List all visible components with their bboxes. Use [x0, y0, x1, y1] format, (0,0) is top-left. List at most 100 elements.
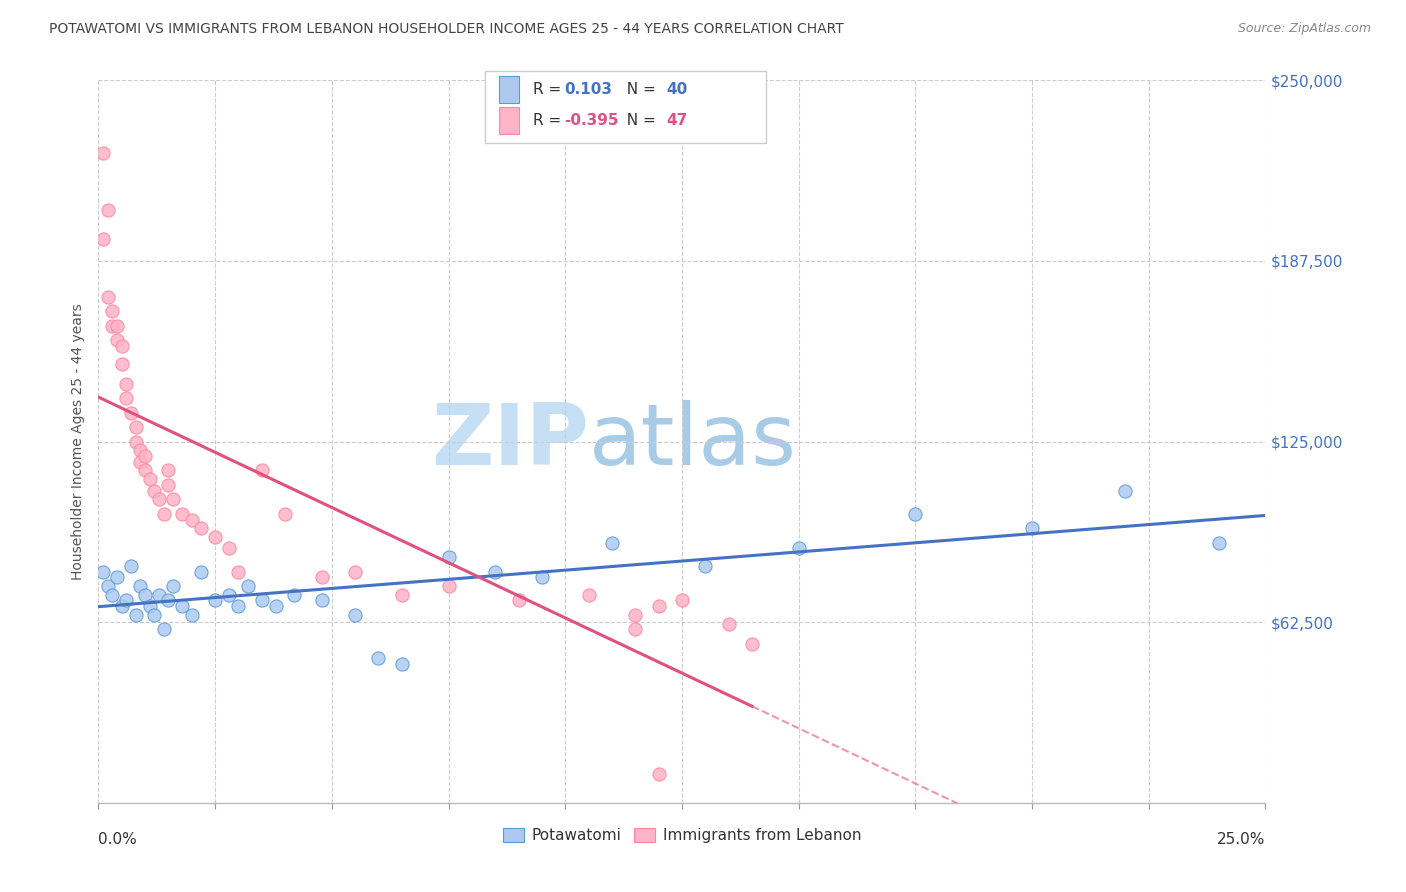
Point [157, 593, 180, 607]
Point [530, 570, 553, 584]
Point [1021, 521, 1043, 535]
Text: 0.0%: 0.0% [98, 831, 138, 847]
Point [190, 521, 212, 535]
Text: 0.103: 0.103 [564, 82, 612, 96]
Point [134, 588, 156, 602]
Point [97, 290, 120, 304]
Point [91, 565, 114, 579]
Point [264, 599, 287, 614]
Point [129, 579, 152, 593]
Text: atlas: atlas [589, 400, 797, 483]
Text: -0.395: -0.395 [564, 113, 619, 128]
Text: R =: R = [533, 82, 567, 96]
Point [129, 443, 152, 458]
Point [787, 541, 810, 556]
Point [148, 492, 170, 507]
Point [741, 637, 763, 651]
Point [115, 391, 138, 405]
Point [600, 535, 623, 549]
Point [250, 463, 273, 477]
Point [311, 570, 333, 584]
Point [101, 318, 124, 333]
Point [162, 579, 184, 593]
Point [143, 607, 166, 622]
Point [236, 579, 259, 593]
Point [437, 579, 460, 593]
Text: N =: N = [617, 113, 661, 128]
Point [101, 304, 124, 318]
Point [190, 565, 212, 579]
Point [437, 550, 460, 565]
Point [105, 334, 128, 348]
Point [695, 558, 717, 573]
Text: 25.0%: 25.0% [1218, 831, 1265, 847]
Text: Source: ZipAtlas.com: Source: ZipAtlas.com [1237, 22, 1371, 36]
Y-axis label: Householder Income Ages 25 - 44 years: Householder Income Ages 25 - 44 years [70, 303, 84, 580]
Point [228, 565, 250, 579]
Point [152, 507, 174, 521]
Point [148, 588, 170, 602]
Point [143, 483, 166, 498]
Text: POTAWATOMI VS IMMIGRANTS FROM LEBANON HOUSEHOLDER INCOME AGES 25 - 44 YEARS CORR: POTAWATOMI VS IMMIGRANTS FROM LEBANON HO… [49, 22, 844, 37]
Point [717, 616, 740, 631]
Point [111, 357, 134, 371]
Point [91, 145, 114, 160]
Legend: Potawatomi, Immigrants from Lebanon: Potawatomi, Immigrants from Lebanon [496, 822, 868, 849]
Point [671, 593, 693, 607]
Point [111, 339, 134, 353]
Point [111, 599, 134, 614]
Point [647, 767, 669, 781]
Point [152, 623, 174, 637]
Point [129, 455, 152, 469]
Point [647, 599, 669, 614]
Point [578, 588, 600, 602]
Point [97, 203, 120, 218]
Point [125, 434, 148, 449]
Point [180, 512, 202, 526]
Point [172, 599, 194, 614]
Point [283, 588, 305, 602]
Text: R =: R = [533, 113, 567, 128]
Point [115, 376, 138, 391]
Point [172, 507, 194, 521]
Point [120, 406, 142, 420]
Point [180, 607, 202, 622]
Point [105, 318, 128, 333]
Point [344, 607, 367, 622]
Point [139, 472, 162, 486]
Point [91, 232, 114, 246]
Point [391, 657, 413, 671]
Point [344, 565, 367, 579]
Point [624, 607, 647, 622]
Point [97, 579, 120, 593]
Text: 40: 40 [666, 82, 688, 96]
Point [1208, 535, 1230, 549]
Point [105, 570, 128, 584]
Point [115, 593, 138, 607]
Text: ZIP: ZIP [430, 400, 589, 483]
Point [162, 492, 184, 507]
Point [134, 449, 156, 463]
Point [274, 507, 297, 521]
Point [157, 478, 180, 492]
Point [311, 593, 333, 607]
Point [204, 530, 226, 544]
Point [120, 558, 142, 573]
Point [367, 651, 389, 665]
Point [391, 588, 413, 602]
Point [125, 607, 148, 622]
Point [228, 599, 250, 614]
Point [125, 420, 148, 434]
Point [134, 463, 156, 477]
Point [101, 588, 124, 602]
Point [484, 565, 506, 579]
Point [1114, 483, 1136, 498]
Point [508, 593, 530, 607]
Point [218, 541, 240, 556]
Text: 47: 47 [666, 113, 688, 128]
Point [204, 593, 226, 607]
Text: N =: N = [617, 82, 661, 96]
Point [250, 593, 273, 607]
Point [157, 463, 180, 477]
Point [139, 599, 162, 614]
